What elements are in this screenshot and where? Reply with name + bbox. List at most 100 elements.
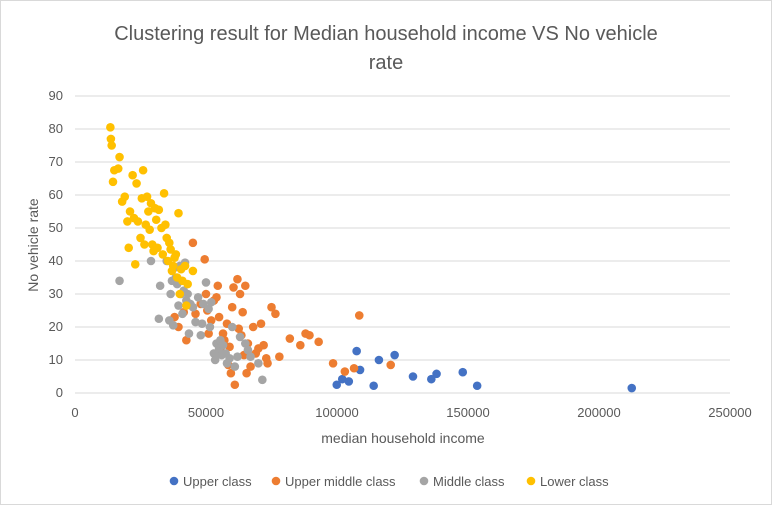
- data-point: [182, 335, 191, 345]
- data-point: [188, 238, 198, 248]
- data-point: [125, 207, 135, 216]
- legend-label: Upper middle class: [285, 474, 396, 489]
- legend-marker: [419, 476, 429, 486]
- data-point: [158, 250, 168, 259]
- x-tick-label: 200000: [577, 405, 620, 420]
- data-point: [229, 283, 238, 292]
- series-lower-class: [106, 123, 198, 310]
- y-tick-label: 20: [49, 319, 63, 334]
- x-tick-label: 250000: [708, 405, 751, 420]
- legend-marker: [526, 476, 536, 486]
- legend-marker: [271, 476, 281, 486]
- data-point: [386, 360, 396, 370]
- data-point: [314, 337, 323, 347]
- series-upper-class: [332, 346, 637, 393]
- data-point: [183, 289, 192, 299]
- data-point: [246, 362, 255, 371]
- data-point: [238, 307, 247, 317]
- data-point: [165, 238, 174, 248]
- data-point: [230, 362, 240, 371]
- data-point: [248, 322, 258, 332]
- y-tick-label: 50: [49, 220, 63, 235]
- data-point: [124, 243, 134, 253]
- data-point: [154, 314, 164, 324]
- legend-label: Lower class: [540, 474, 609, 489]
- data-point: [275, 352, 284, 362]
- data-point: [234, 324, 244, 333]
- data-point: [123, 217, 132, 226]
- data-point: [196, 330, 206, 340]
- data-point: [159, 189, 169, 198]
- data-point: [243, 345, 253, 355]
- data-point: [171, 250, 181, 259]
- data-point: [241, 339, 250, 348]
- data-point: [140, 240, 149, 249]
- data-point: [213, 281, 223, 291]
- chart-title-line-2: rate: [369, 52, 403, 74]
- x-tick-label: 150000: [446, 405, 489, 420]
- y-tick-label: 0: [56, 385, 63, 400]
- data-point: [235, 332, 245, 342]
- data-point: [175, 289, 185, 299]
- data-point: [254, 359, 263, 368]
- data-point: [225, 354, 234, 363]
- data-point: [337, 374, 347, 384]
- data-point: [146, 256, 156, 266]
- data-point: [458, 367, 468, 377]
- data-point: [206, 297, 216, 307]
- data-point: [218, 340, 228, 350]
- data-point: [258, 375, 267, 385]
- chart-title-line-1: Clustering result for Median household i…: [114, 23, 658, 45]
- data-point: [328, 359, 338, 368]
- x-axis-ticks: 0 50000 100000 150000 200000 250000: [71, 405, 751, 420]
- data-point: [256, 319, 266, 329]
- y-tick-label: 40: [49, 253, 63, 268]
- data-point: [627, 383, 637, 393]
- data-point: [230, 380, 240, 390]
- data-point: [155, 281, 165, 291]
- data-point: [145, 225, 154, 234]
- data-point: [267, 302, 276, 312]
- data-point: [214, 312, 224, 322]
- data-point: [197, 319, 207, 329]
- data-point: [154, 205, 164, 215]
- x-axis-label: median household income: [321, 430, 485, 446]
- data-point: [427, 374, 436, 384]
- data-point: [133, 217, 143, 226]
- data-point: [354, 311, 364, 320]
- data-point: [144, 207, 153, 216]
- data-point: [201, 278, 211, 287]
- data-point: [178, 309, 187, 319]
- y-axis-ticks: 0 10 20 30 40 50 60 70 80 90: [49, 88, 63, 400]
- data-point: [151, 215, 161, 225]
- data-point: [206, 316, 216, 325]
- data-point: [305, 330, 314, 340]
- data-point: [225, 342, 234, 352]
- data-point: [174, 301, 183, 310]
- data-point: [263, 359, 272, 368]
- data-point: [408, 372, 418, 381]
- data-point: [115, 276, 124, 286]
- data-point: [349, 363, 359, 373]
- data-point: [153, 243, 162, 253]
- data-point: [210, 355, 220, 365]
- data-point: [340, 367, 350, 376]
- data-point: [115, 152, 124, 162]
- data-point: [227, 322, 237, 332]
- data-point: [332, 380, 342, 390]
- data-point: [218, 329, 228, 338]
- data-point: [182, 301, 191, 310]
- data-point: [142, 192, 152, 201]
- y-axis-label: No vehicle rate: [25, 198, 41, 292]
- data-point: [432, 369, 441, 379]
- data-point: [193, 293, 203, 302]
- data-point: [107, 141, 116, 150]
- data-point: [235, 289, 245, 299]
- y-tick-label: 90: [49, 88, 63, 103]
- y-tick-label: 10: [49, 352, 63, 367]
- data-point: [184, 329, 194, 338]
- data-point: [472, 381, 482, 391]
- x-tick-label: 50000: [188, 405, 224, 420]
- data-point: [113, 164, 123, 173]
